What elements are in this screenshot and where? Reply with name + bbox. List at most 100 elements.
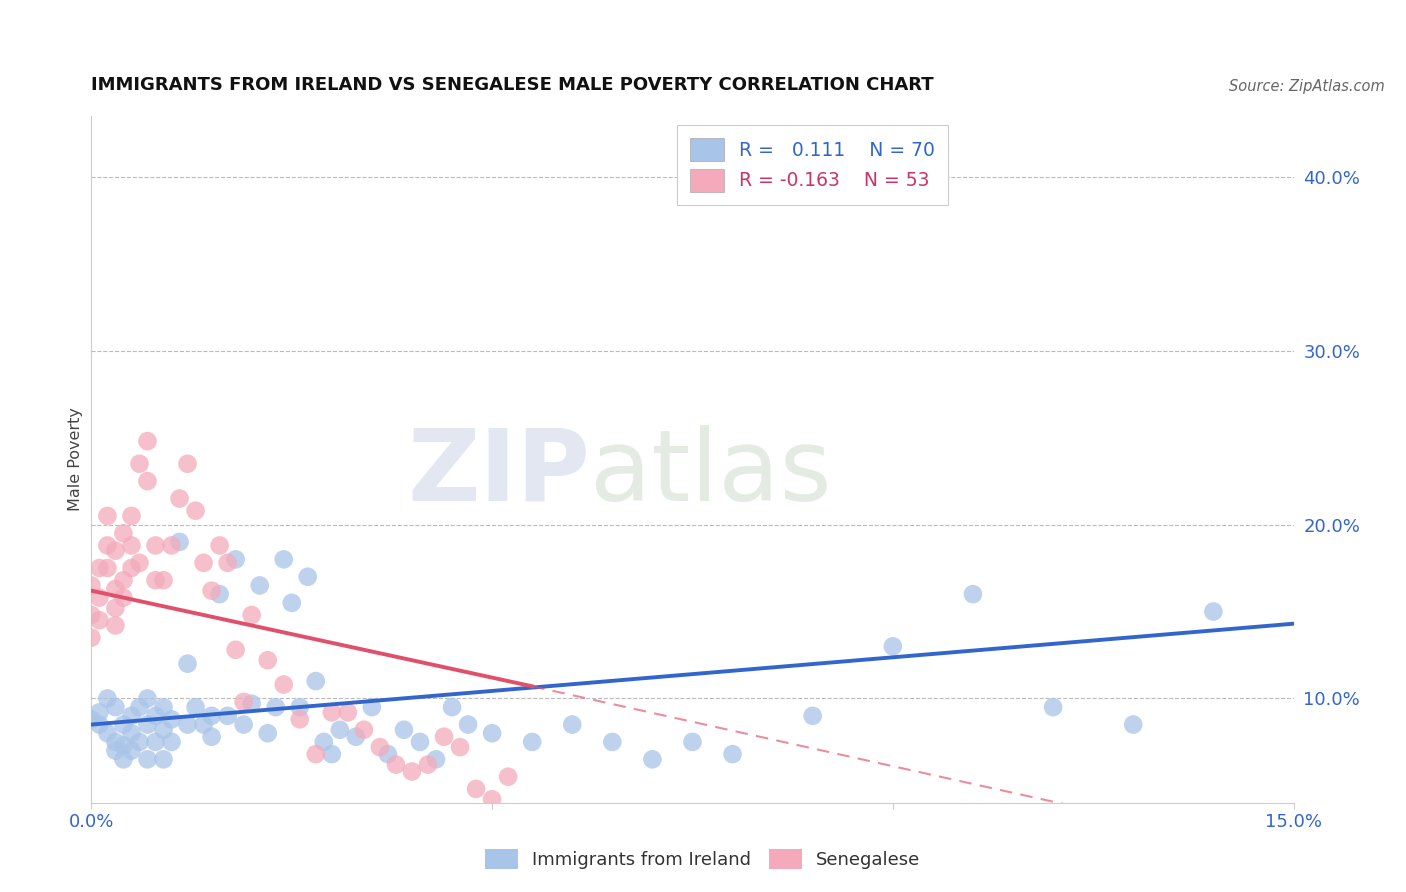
Point bbox=[160, 538, 183, 552]
Point bbox=[80, 578, 103, 592]
Point bbox=[312, 735, 335, 749]
Point bbox=[217, 556, 239, 570]
Point bbox=[208, 538, 231, 552]
Point bbox=[401, 764, 423, 779]
Point bbox=[128, 700, 150, 714]
Point bbox=[353, 723, 375, 737]
Point bbox=[496, 770, 519, 784]
Point bbox=[305, 674, 328, 689]
Point bbox=[225, 552, 247, 566]
Point bbox=[89, 717, 111, 731]
Point bbox=[561, 717, 583, 731]
Point bbox=[288, 700, 311, 714]
Point bbox=[104, 744, 127, 758]
Point bbox=[136, 474, 159, 488]
Point bbox=[145, 735, 167, 749]
Point bbox=[240, 607, 263, 622]
Point bbox=[201, 730, 224, 744]
Point bbox=[416, 757, 439, 772]
Point bbox=[321, 747, 343, 761]
Point bbox=[80, 712, 103, 726]
Point bbox=[104, 735, 127, 749]
Point bbox=[136, 434, 159, 449]
Point bbox=[232, 717, 254, 731]
Text: atlas: atlas bbox=[591, 425, 832, 522]
Point bbox=[96, 726, 118, 740]
Point bbox=[121, 709, 143, 723]
Point bbox=[104, 582, 127, 596]
Point bbox=[104, 618, 127, 632]
Point bbox=[89, 561, 111, 575]
Point bbox=[385, 757, 408, 772]
Legend: R =   0.111    N = 70, R = -0.163    N = 53: R = 0.111 N = 70, R = -0.163 N = 53 bbox=[676, 126, 948, 205]
Point bbox=[112, 739, 135, 753]
Point bbox=[176, 457, 198, 471]
Point bbox=[80, 607, 103, 622]
Point bbox=[112, 752, 135, 766]
Point bbox=[273, 552, 295, 566]
Point bbox=[321, 706, 343, 720]
Point bbox=[112, 717, 135, 731]
Point bbox=[152, 700, 174, 714]
Point bbox=[96, 561, 118, 575]
Point bbox=[801, 709, 824, 723]
Point bbox=[217, 709, 239, 723]
Point bbox=[305, 747, 328, 761]
Point bbox=[121, 744, 143, 758]
Point bbox=[89, 706, 111, 720]
Point bbox=[112, 573, 135, 587]
Point bbox=[169, 535, 191, 549]
Point bbox=[256, 653, 278, 667]
Point bbox=[721, 747, 744, 761]
Point bbox=[184, 700, 207, 714]
Point bbox=[281, 596, 304, 610]
Point bbox=[1202, 605, 1225, 619]
Point bbox=[273, 677, 295, 691]
Point bbox=[121, 508, 143, 523]
Point bbox=[169, 491, 191, 506]
Point bbox=[232, 695, 254, 709]
Point bbox=[176, 657, 198, 671]
Point bbox=[152, 723, 174, 737]
Point bbox=[225, 642, 247, 657]
Point bbox=[104, 601, 127, 615]
Point bbox=[80, 631, 103, 645]
Point bbox=[121, 726, 143, 740]
Point bbox=[112, 526, 135, 541]
Point bbox=[481, 792, 503, 806]
Point bbox=[440, 700, 463, 714]
Point bbox=[641, 752, 664, 766]
Point bbox=[152, 573, 174, 587]
Point bbox=[145, 709, 167, 723]
Point bbox=[249, 578, 271, 592]
Point bbox=[104, 543, 127, 558]
Point bbox=[121, 538, 143, 552]
Y-axis label: Male Poverty: Male Poverty bbox=[67, 408, 83, 511]
Point bbox=[121, 561, 143, 575]
Point bbox=[240, 697, 263, 711]
Point bbox=[602, 735, 624, 749]
Point bbox=[425, 752, 447, 766]
Point bbox=[104, 700, 127, 714]
Point bbox=[152, 752, 174, 766]
Point bbox=[288, 712, 311, 726]
Legend: Immigrants from Ireland, Senegalese: Immigrants from Ireland, Senegalese bbox=[477, 839, 929, 879]
Point bbox=[128, 735, 150, 749]
Point bbox=[264, 700, 287, 714]
Point bbox=[128, 556, 150, 570]
Point bbox=[128, 457, 150, 471]
Point bbox=[1042, 700, 1064, 714]
Text: IMMIGRANTS FROM IRELAND VS SENEGALESE MALE POVERTY CORRELATION CHART: IMMIGRANTS FROM IRELAND VS SENEGALESE MA… bbox=[91, 76, 934, 94]
Point bbox=[433, 730, 456, 744]
Point bbox=[457, 717, 479, 731]
Point bbox=[193, 717, 215, 731]
Point bbox=[160, 712, 183, 726]
Point bbox=[681, 735, 703, 749]
Point bbox=[201, 709, 224, 723]
Point bbox=[962, 587, 984, 601]
Point bbox=[208, 587, 231, 601]
Point bbox=[882, 640, 904, 654]
Point bbox=[89, 591, 111, 605]
Text: ZIP: ZIP bbox=[408, 425, 591, 522]
Point bbox=[256, 726, 278, 740]
